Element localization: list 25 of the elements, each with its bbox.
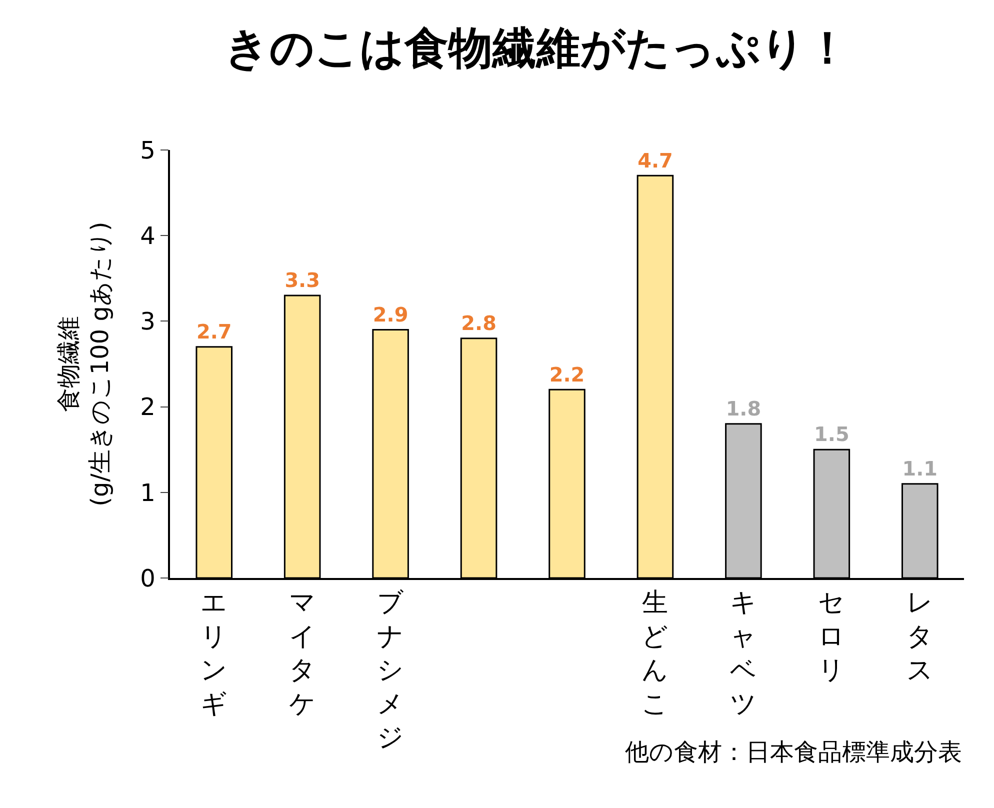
data-label: 2.9	[372, 303, 408, 326]
x-tick-label: エリンギ	[200, 588, 228, 720]
data-label: 2.7	[196, 320, 232, 344]
data-label: 2.2	[549, 363, 585, 386]
x-tick-label: セロリ	[818, 588, 846, 686]
x-tick-label: レタス	[906, 588, 934, 686]
text: 他の食材：日本食品標準成分表	[625, 738, 962, 766]
x-tick-label: キャベツ	[730, 588, 757, 720]
y-tick-label: 3	[140, 308, 156, 336]
data-label: 4.7	[638, 149, 673, 172]
data-label: 3.3	[284, 269, 320, 292]
chart-title: きのこは食物繊維がたっぷり！	[224, 23, 850, 74]
x-tick-label: マイタケ	[288, 588, 316, 720]
x-tick-label: 生どんこ	[642, 588, 669, 720]
y-axis-title: 食物繊維 (g/生きのこ100 gあたり)	[54, 222, 114, 506]
y-tick-label: 2	[140, 393, 156, 422]
x-tick-label: ブナシメジ	[377, 588, 404, 754]
y-tick-label: 4	[140, 222, 156, 250]
y-tick-label: 1	[140, 478, 156, 507]
data-label: 2.8	[461, 312, 496, 335]
data-label: 1.5	[814, 423, 850, 446]
y-tick-label: 5	[140, 136, 156, 164]
y-tick-label: 0	[140, 564, 156, 592]
data-label: 1.8	[726, 398, 762, 421]
data-label: 1.1	[902, 457, 938, 480]
